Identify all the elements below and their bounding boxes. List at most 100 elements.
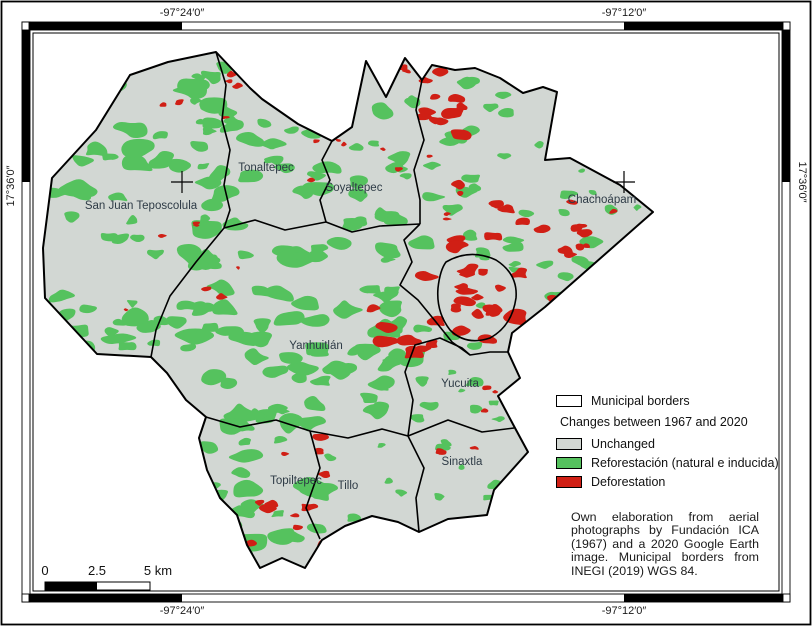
reforestation-patch <box>367 375 395 391</box>
deforestation-patch <box>451 325 471 336</box>
reforestation-patch <box>620 121 628 126</box>
deforestation-patch <box>611 152 618 157</box>
deforestation-patch <box>469 446 479 450</box>
reforestation-patch <box>534 140 544 149</box>
reforestation-patch <box>72 155 94 167</box>
deforestation-patch <box>607 152 614 155</box>
reforestation-patch <box>349 175 368 189</box>
graticule-cross-icon <box>171 171 635 193</box>
deforestation-patch <box>432 67 449 77</box>
reforestation-patch <box>262 365 289 378</box>
legend-changes-header: Changes between 1967 and 2020 <box>560 415 748 429</box>
label-tillo: Tillo <box>338 480 359 492</box>
reforestation-patch <box>263 155 284 166</box>
reforestation-patch <box>273 311 305 326</box>
deforestation-patch <box>570 224 584 232</box>
reforestation-patch <box>85 141 108 157</box>
reforestation-patch <box>271 510 284 518</box>
reforestation-patch <box>440 439 452 447</box>
reforestation-patch <box>502 236 525 244</box>
deforestation-patch <box>123 308 129 312</box>
reforestation-patch <box>465 376 484 387</box>
deforestation-patch <box>497 204 515 214</box>
deforestation-patch <box>454 283 468 291</box>
deforestation-patch <box>609 208 618 214</box>
deforestation-patch <box>175 99 184 106</box>
reforestation-patch <box>371 102 394 120</box>
reforestation-patch <box>182 328 198 340</box>
reforestation-patch <box>193 536 215 545</box>
label-chachoapam: Chachoápam <box>568 194 636 206</box>
reforestation-patch <box>491 416 505 423</box>
map-inner-frame <box>32 32 780 592</box>
reforestation-patch <box>267 528 296 545</box>
legend-row-reforestation: Reforestación (natural e inducida) <box>556 453 791 472</box>
reforestation-patch <box>199 441 219 454</box>
deforestation-patch <box>442 217 452 221</box>
deforestation-patch <box>604 161 618 168</box>
reforestation-patch <box>148 151 174 169</box>
reforestation-patch <box>347 513 362 522</box>
deforestation-patch <box>415 345 432 353</box>
label-san-juan-teposcolula: San Juan Teposcolula <box>85 200 198 212</box>
label-soyaltepec: Soyaltepec <box>326 182 383 194</box>
neatline-corner <box>21 593 30 603</box>
reforestation-patch <box>588 189 597 195</box>
deforestation-patch <box>450 129 472 141</box>
label-yanhuitlan: Yanhuitlán <box>289 340 343 352</box>
neatline-corner <box>782 593 791 603</box>
deforestation-patch <box>301 503 319 512</box>
deforestation-patch <box>492 390 499 394</box>
reforestation-patch <box>219 119 244 133</box>
reforestation-patch <box>286 361 319 376</box>
deforestation-patch <box>236 266 240 270</box>
scale-bar: 0 2.5 5 km <box>41 563 172 591</box>
reforestation-patch <box>306 523 327 534</box>
deforestation-patch <box>292 524 303 531</box>
reforestation-patch <box>215 326 244 337</box>
deforestation-patch <box>372 335 400 348</box>
reforestation-patch <box>557 272 574 282</box>
reforestation-patch <box>578 168 585 173</box>
reforestation-patch <box>374 207 390 220</box>
reforestation-patch <box>81 75 108 93</box>
reforestation-patch <box>201 369 227 386</box>
reforestation-patch <box>111 233 130 244</box>
coord-label-bottom-right: -97°12′0″ <box>602 605 647 617</box>
deforestation-patch <box>611 117 619 123</box>
reforestation-patch <box>422 161 442 170</box>
graticule-labels: -97°24′0″ -97°12′0″ -97°24′0″ -97°12′0″ … <box>5 7 808 617</box>
deforestation-patch <box>456 102 468 111</box>
deforestation-patch <box>192 224 200 227</box>
reforestation-patch <box>136 320 161 333</box>
deforestation-patch <box>596 266 608 271</box>
scale-bar-filled-half <box>45 582 97 590</box>
deforestation-patch <box>404 345 424 359</box>
reforestation-patch <box>253 318 271 333</box>
neatline-frame <box>21 21 791 603</box>
reforestation-patch <box>199 503 225 519</box>
reforestation-patch <box>219 377 238 389</box>
deforestation-patch <box>402 69 411 74</box>
deforestation-patch <box>450 303 462 313</box>
deforestation-patch <box>281 451 290 456</box>
reforestation-patch <box>409 414 425 423</box>
reforestation-patch <box>307 482 339 498</box>
reforestation-patch <box>191 301 212 316</box>
reforestation-patch <box>166 316 187 329</box>
reforestation-patch <box>234 507 252 516</box>
reforestation-patch <box>244 348 269 366</box>
reforestation-patch <box>536 260 554 269</box>
deforestation-patch <box>417 113 432 121</box>
deforestation-patch <box>429 116 444 125</box>
deforestation-patch <box>430 93 441 100</box>
reforestation-patch <box>126 300 138 308</box>
reforestation-patch <box>306 171 326 181</box>
reforestation-patch <box>419 401 439 411</box>
reforestation-patch <box>571 255 590 267</box>
reforestation-patch <box>384 477 393 484</box>
legend-row-municipal-borders: Municipal borders <box>556 391 791 410</box>
municipal-borders-lines <box>150 51 517 540</box>
label-yucuita: Yucuita <box>441 378 479 390</box>
reforestation-patch <box>296 103 318 113</box>
